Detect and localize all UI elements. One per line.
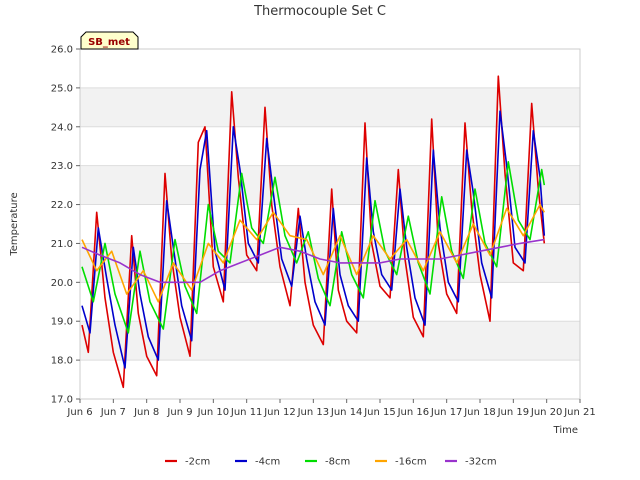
background-band (80, 360, 580, 399)
x-tick-label: Jun 8 (133, 407, 159, 418)
legend-label: -32cm (465, 457, 497, 468)
legend: -2cm -4cm -8cm -16cm -32cm (165, 457, 497, 468)
legend-item: -4cm (235, 457, 280, 468)
x-tick-label: Jun 7 (100, 407, 126, 418)
x-tick-label: Jun 17 (430, 407, 463, 418)
x-tick-label: Jun 11 (230, 407, 263, 418)
legend-label: -2cm (185, 457, 210, 468)
x-tick-label: Jun 16 (397, 407, 430, 418)
legend-item: -32cm (445, 457, 497, 468)
y-tick-label: 21.0 (51, 239, 73, 250)
series-line-minus-2cm (81, 75, 546, 389)
background-band (80, 87, 580, 127)
y-tick-label: 25.0 (51, 83, 73, 94)
y-tick-label: 17.0 (51, 395, 73, 406)
site-badge: SB_met (80, 31, 139, 50)
x-tick-label: Jun 13 (297, 407, 330, 418)
y-tick-label: 22.0 (51, 200, 73, 211)
legend-item: -16cm (375, 457, 427, 468)
x-tick-label: Jun 6 (66, 407, 92, 418)
series-layer (81, 75, 546, 389)
y-tick-label: 18.0 (51, 356, 73, 367)
series-line-minus-4cm (81, 110, 546, 369)
chart-title: Thermocouple Set C (253, 4, 386, 19)
x-tick-label: Jun 20 (530, 407, 563, 418)
x-axis: Jun 6 Jun 7 Jun 8 Jun 9 Jun 10 Jun 11 Jun 12 Ju… (66, 399, 596, 418)
series-line-minus-32cm (81, 238, 545, 284)
y-tick-label: 23.0 (51, 161, 73, 172)
background-band (80, 49, 580, 88)
y-tick-label: 26.0 (51, 45, 73, 56)
x-tick-label: Jun 21 (563, 407, 596, 418)
series-line-minus-8cm (81, 161, 546, 334)
y-tick-label: 24.0 (51, 122, 73, 133)
plot-frame (79, 48, 581, 400)
legend-label: -8cm (325, 457, 350, 468)
legend-item: -2cm (165, 457, 210, 468)
legend-item: -8cm (305, 457, 350, 468)
y-tick-label: 20.0 (51, 278, 73, 289)
legend-label: -4cm (255, 457, 280, 468)
x-tick-label: Jun 18 (463, 407, 496, 418)
y-axis: 17.0 18.0 19.0 20.0 21.0 22.0 23.0 24.0 25.0 26.0 (51, 45, 80, 406)
x-tick-label: Jun 19 (497, 407, 530, 418)
x-tick-label: Jun 9 (166, 407, 192, 418)
x-tick-label: Jun 10 (197, 407, 230, 418)
x-tick-label: Jun 15 (363, 407, 396, 418)
site-badge-label: SB_met (88, 37, 130, 48)
x-tick-label: Jun 12 (263, 407, 296, 418)
x-tick-label: Jun 14 (330, 407, 363, 418)
y-axis-label: Temperature (9, 192, 20, 256)
x-axis-label: Time (553, 425, 578, 436)
y-tick-label: 19.0 (51, 317, 73, 328)
legend-label: -16cm (395, 457, 427, 468)
